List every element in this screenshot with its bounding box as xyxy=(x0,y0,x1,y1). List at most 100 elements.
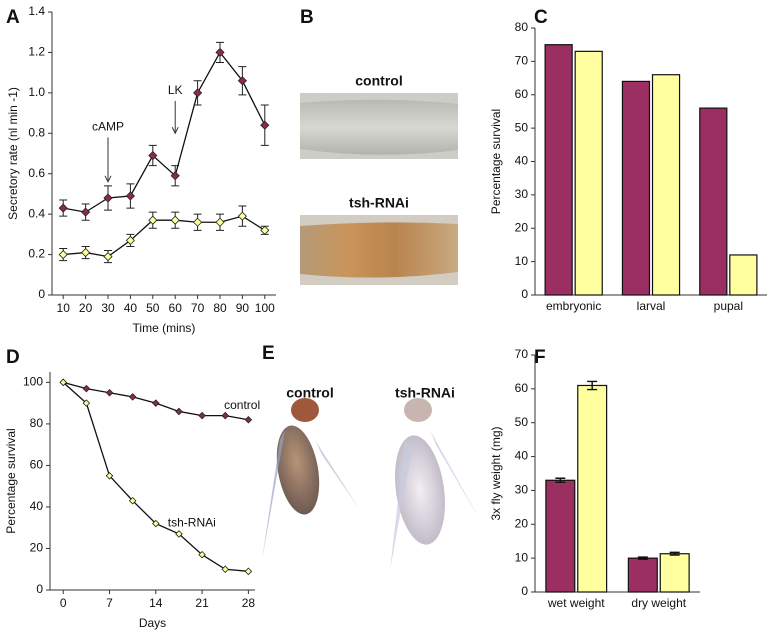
marker xyxy=(215,217,225,227)
marker xyxy=(193,217,203,227)
marker xyxy=(260,225,270,235)
y-tick-label: 20 xyxy=(515,220,529,234)
series-label: control xyxy=(224,398,260,412)
fly-tsh xyxy=(390,398,480,570)
y-tick-label: 0 xyxy=(36,582,43,596)
annotation: cAMP xyxy=(92,120,124,134)
marker xyxy=(105,388,114,397)
marker xyxy=(193,88,203,98)
x-tick-label: 7 xyxy=(106,596,113,610)
marker xyxy=(237,211,247,221)
bar xyxy=(699,107,728,296)
tubule xyxy=(300,222,458,278)
image-caption: tsh-RNAi xyxy=(395,385,455,401)
marker xyxy=(82,384,91,393)
x-tick-label: 60 xyxy=(169,301,183,315)
x-tick-label: larval xyxy=(637,299,666,313)
y-tick-label: 0 xyxy=(38,287,45,301)
panel-letter: B xyxy=(300,7,314,28)
y-axis-label: Percentage survival xyxy=(489,109,503,214)
marker xyxy=(237,76,247,86)
x-tick-label: 14 xyxy=(149,596,163,610)
y-tick-label: 0.2 xyxy=(28,247,45,261)
x-tick-label: dry weight xyxy=(631,596,686,610)
y-tick-label: 0.8 xyxy=(28,125,45,139)
marker xyxy=(221,565,230,574)
y-tick-label: 100 xyxy=(23,375,43,389)
marker xyxy=(198,550,206,559)
error-bar xyxy=(587,380,598,391)
marker xyxy=(175,530,183,538)
marker xyxy=(175,407,183,416)
x-axis-label: Days xyxy=(139,616,166,630)
fly-control xyxy=(262,398,360,560)
marker xyxy=(244,415,253,424)
marker xyxy=(260,120,270,130)
marker xyxy=(152,519,160,528)
y-tick-label: 60 xyxy=(30,458,44,472)
image-caption: tsh-RNAi xyxy=(349,195,409,211)
y-tick-label: 60 xyxy=(515,87,529,101)
marker xyxy=(128,496,137,505)
x-tick-label: 50 xyxy=(146,301,160,315)
marker xyxy=(148,150,158,161)
marker xyxy=(170,171,180,181)
x-tick-label: 21 xyxy=(195,596,209,610)
y-tick-label: 20 xyxy=(30,541,44,555)
x-tick-label: 10 xyxy=(57,301,71,315)
y-tick-label: 10 xyxy=(515,550,529,564)
series-line xyxy=(63,215,266,258)
marker xyxy=(59,378,67,387)
tubule xyxy=(300,99,458,155)
y-tick-label: 0.6 xyxy=(28,166,45,180)
y-tick-label: 40 xyxy=(515,449,529,463)
y-axis-label: 3x fly weight (mg) xyxy=(489,426,503,520)
bar xyxy=(627,557,658,593)
bar xyxy=(659,553,690,593)
y-tick-label: 20 xyxy=(515,516,529,530)
marker xyxy=(128,393,137,401)
error-bar xyxy=(669,551,680,556)
y-axis-label: Secretory rate (nl min -1) xyxy=(6,87,20,220)
arrow-head xyxy=(171,127,179,135)
y-tick-label: 1.2 xyxy=(28,45,45,59)
y-tick-label: 40 xyxy=(515,154,529,168)
marker xyxy=(81,207,91,217)
marker xyxy=(170,215,180,225)
x-tick-label: 90 xyxy=(236,301,250,315)
y-tick-label: 50 xyxy=(515,415,529,429)
image-caption: control xyxy=(355,73,402,89)
arrow-head xyxy=(104,175,112,183)
y-tick-label: 30 xyxy=(515,187,529,201)
annotation: LK xyxy=(168,83,183,97)
x-tick-label: 30 xyxy=(101,301,115,315)
marker xyxy=(82,399,91,407)
panel-letter: A xyxy=(6,7,20,28)
x-tick-label: pupal xyxy=(714,299,743,313)
y-axis-label: Percentage survival xyxy=(4,428,18,533)
panel-letter: D xyxy=(6,347,20,368)
bar xyxy=(577,384,608,593)
y-tick-label: 40 xyxy=(30,499,44,513)
y-tick-label: 1.0 xyxy=(28,85,45,99)
marker xyxy=(198,411,206,420)
y-tick-label: 1.4 xyxy=(28,4,45,18)
x-tick-label: 100 xyxy=(255,301,275,315)
y-tick-label: 30 xyxy=(515,483,529,497)
marker xyxy=(103,252,113,262)
bar xyxy=(574,50,603,296)
x-tick-label: 20 xyxy=(79,301,93,315)
y-tick-label: 0 xyxy=(521,287,528,301)
marker xyxy=(148,215,158,225)
x-tick-label: 70 xyxy=(191,301,205,315)
x-tick-label: 40 xyxy=(124,301,138,315)
bar xyxy=(651,74,681,296)
marker xyxy=(58,250,68,260)
marker xyxy=(215,47,225,57)
error-bar xyxy=(555,477,566,484)
y-tick-label: 50 xyxy=(515,120,529,134)
bar xyxy=(545,479,576,593)
marker xyxy=(105,472,114,480)
bar xyxy=(544,44,573,296)
